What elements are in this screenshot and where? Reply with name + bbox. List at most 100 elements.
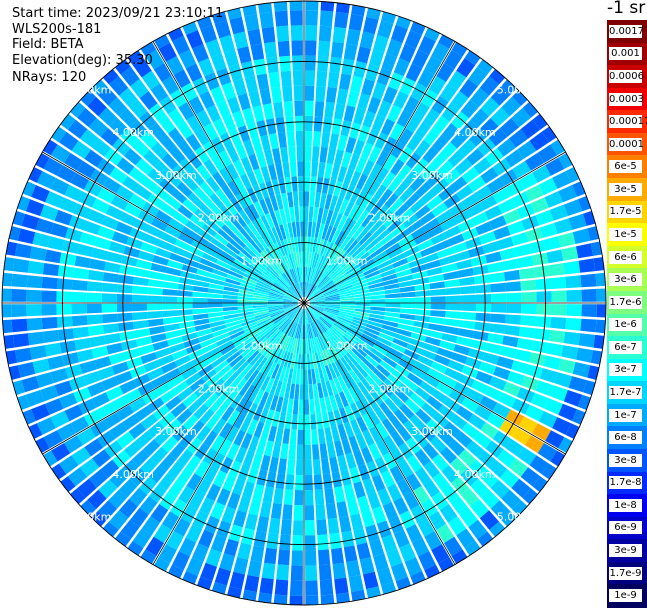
ray-cell	[150, 504, 169, 523]
ray-cell	[377, 488, 392, 506]
ray-cell	[365, 375, 379, 390]
ray-cell	[418, 551, 436, 571]
colorbar-label: 3e-7	[609, 363, 642, 377]
ray-cell	[266, 266, 279, 279]
ray-cell	[283, 304, 299, 310]
ray-cell	[110, 195, 129, 211]
ray-cell	[387, 218, 403, 233]
ray-cell	[337, 214, 348, 231]
ray-cell	[337, 282, 352, 290]
ray-cell	[480, 167, 499, 184]
ray-cell	[92, 449, 111, 468]
ray-cell	[321, 458, 331, 475]
ray-cell	[172, 551, 190, 571]
ray-cell	[246, 122, 259, 140]
ray-cell	[273, 281, 287, 292]
ray-cell	[364, 238, 379, 252]
ray-cell	[326, 503, 338, 520]
ray-cell	[348, 203, 360, 220]
azimuth-spoke	[152, 302, 305, 565]
ray-cell	[393, 91, 409, 109]
ray-cell	[398, 442, 414, 460]
ray-cell	[280, 239, 288, 255]
ray-cell	[445, 287, 461, 295]
ray-cell	[484, 386, 503, 401]
ray-cell	[322, 241, 331, 256]
ray-cell	[308, 267, 314, 283]
ray-cell	[282, 300, 298, 303]
ray-cell	[74, 338, 92, 351]
ray-cell	[274, 209, 283, 226]
ray-cell	[346, 498, 360, 516]
ray-cell	[357, 381, 370, 397]
ray-cell	[306, 339, 310, 355]
ray-cell	[165, 195, 182, 211]
ray-cell	[324, 225, 333, 241]
range-ring-label: 4.00km	[112, 126, 154, 139]
ray-cell	[371, 114, 386, 132]
ray-cell	[353, 345, 368, 358]
ray-cell	[223, 313, 239, 320]
ray-cell	[304, 414, 311, 430]
ray-cell	[117, 312, 133, 322]
ray-cell	[258, 592, 273, 604]
ray-cell	[505, 180, 525, 197]
ray-cell	[291, 285, 301, 299]
ray-cell	[306, 236, 311, 252]
ray-cell	[194, 442, 210, 460]
ray-cell	[275, 225, 284, 241]
ray-cell	[192, 510, 209, 529]
ray-cell	[212, 328, 228, 338]
ray-cell	[255, 314, 271, 322]
ray-cell	[355, 252, 370, 264]
ray-cell	[394, 333, 411, 343]
ray-cell	[396, 328, 412, 338]
ray-cell	[277, 131, 287, 148]
ray-cell	[143, 149, 161, 167]
ray-cell	[315, 85, 326, 102]
ray-cell	[196, 164, 212, 181]
ray-cell	[201, 223, 217, 237]
ray-cell	[330, 425, 341, 442]
ray-cell	[378, 264, 395, 274]
ray-cell	[251, 452, 263, 470]
ray-cell	[219, 386, 234, 402]
ray-cell	[343, 354, 355, 369]
ray-cell	[305, 25, 318, 41]
ray-cell	[409, 175, 426, 192]
ray-cell	[116, 294, 133, 303]
ray-cell	[264, 41, 277, 59]
ray-cell	[145, 49, 164, 70]
ray-cell	[177, 361, 194, 374]
ray-cell	[194, 383, 210, 398]
ray-cell	[348, 222, 361, 237]
ray-cell	[212, 171, 227, 188]
ray-cell	[252, 405, 264, 422]
ray-cell	[322, 412, 330, 429]
ray-cell	[174, 239, 191, 251]
ray-cell	[255, 284, 271, 292]
ray-cell	[414, 121, 431, 139]
ray-cell	[349, 466, 362, 484]
ray-cell	[363, 571, 379, 590]
ray-cell	[511, 360, 529, 374]
ray-cell	[365, 393, 379, 410]
azimuth-spoke	[152, 41, 305, 304]
ray-cell	[339, 308, 355, 314]
ray-cell	[461, 227, 479, 241]
ray-cell	[406, 220, 423, 234]
ray-cell	[539, 222, 558, 238]
ray-cell	[329, 245, 340, 260]
ray-cell	[369, 290, 386, 296]
ray-cell	[256, 73, 269, 91]
ray-cell	[318, 40, 331, 57]
ray-cell	[372, 250, 388, 262]
ray-cell	[364, 270, 380, 279]
ray-cell	[270, 288, 285, 296]
ray-cell	[334, 11, 349, 29]
ray-cell	[439, 504, 458, 523]
ray-cell	[312, 146, 320, 162]
ray-cell	[470, 478, 489, 498]
ray-cell	[223, 286, 239, 293]
ray-cell	[360, 397, 373, 413]
